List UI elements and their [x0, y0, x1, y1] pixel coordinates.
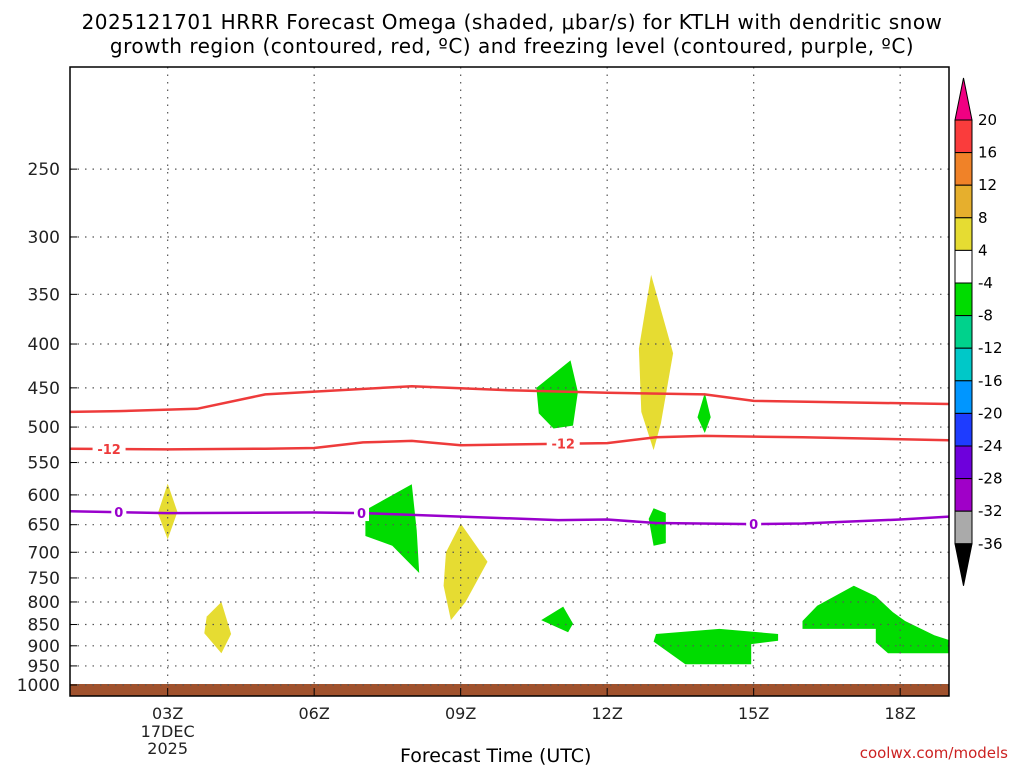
y-tick-label: 750	[28, 569, 60, 589]
contour-label: -12	[97, 443, 121, 458]
y-tick-label: 500	[28, 418, 60, 438]
colorbar-cell	[954, 478, 973, 512]
colorbar-cell	[954, 249, 973, 284]
y-tick-label: 450	[28, 379, 60, 399]
colorbar-cell	[954, 510, 973, 545]
omega-area-9	[541, 606, 573, 633]
x-tick-label: 06Z	[299, 704, 330, 723]
contour-dgz-bottom	[70, 434, 949, 451]
y-tick-label: 550	[28, 454, 60, 474]
contour-label-bg	[111, 504, 127, 521]
contour-label: -12	[551, 438, 575, 453]
y-tick-label: 1000	[17, 676, 60, 696]
colorbar-label: 12	[978, 176, 997, 194]
colorbar-cell	[954, 315, 973, 349]
omega-area-6	[697, 392, 711, 433]
ground-surface	[70, 684, 949, 696]
colorbar-label: 20	[978, 111, 997, 129]
y-tick-label: 350	[28, 285, 60, 305]
omega-shading	[157, 274, 949, 665]
omega-area-4	[638, 274, 674, 451]
colorbar: 20 16 12 8 4 -4 -8 -12 -16 -20 -24 -28 -32 -36	[954, 77, 1003, 586]
colorbar-cell	[954, 152, 973, 186]
omega-area-10	[653, 628, 779, 665]
contour-lines: -12 -12 0 0 0	[70, 384, 949, 533]
colorbar-label: -28	[978, 470, 1003, 488]
omega-area-3	[443, 523, 488, 621]
y-axis: 2503003504004505005506006507007508008509…	[17, 160, 77, 696]
omega-area-11	[802, 585, 949, 654]
contour-label: 0	[114, 506, 123, 521]
x-tick-label: 18Z	[885, 704, 916, 723]
y-tick-label: 950	[28, 657, 60, 677]
colorbar-cell	[954, 184, 973, 219]
contour-label-bg	[746, 516, 762, 533]
colorbar-label: 4	[978, 241, 988, 259]
colorbar-label: -24	[978, 437, 1003, 455]
y-tick-label: 650	[28, 516, 60, 536]
y-tick-label: 400	[28, 335, 60, 355]
y-tick-label: 900	[28, 637, 60, 657]
colorbar-cell	[954, 282, 973, 317]
omega-area-5	[536, 360, 578, 429]
colorbar-cell	[954, 347, 973, 382]
colorbar-label: -4	[978, 274, 993, 292]
contour-label: 0	[749, 518, 758, 533]
colorbar-top-arrow	[954, 77, 973, 121]
omega-area-8	[648, 508, 666, 546]
colorbar-cell	[954, 445, 973, 480]
x-tick-label: 12Z	[592, 704, 623, 723]
y-tick-label: 850	[28, 616, 60, 636]
colorbar-bottom-arrow	[954, 543, 973, 586]
colorbar-cell	[954, 217, 973, 251]
colorbar-label: -12	[978, 339, 1003, 357]
y-tick-label: 600	[28, 486, 60, 506]
omega-area-1	[157, 483, 178, 540]
x-axis-title: Forecast Time (UTC)	[400, 745, 592, 767]
contour-label-bg	[546, 435, 580, 452]
x-tick-label: 09Z	[445, 704, 476, 723]
colorbar-label: -8	[978, 307, 993, 325]
contour-label-bg	[92, 441, 126, 458]
colorbar-label: 8	[978, 209, 988, 227]
contour-dgz-top	[70, 384, 949, 414]
contour-freezing-level	[70, 510, 949, 526]
colorbar-cell	[954, 380, 973, 414]
y-tick-label: 800	[28, 593, 60, 613]
contour-label: 0	[357, 507, 366, 522]
colorbar-label: -36	[978, 535, 1003, 553]
y-tick-label: 700	[28, 543, 60, 563]
omega-area-2	[204, 602, 232, 654]
colorbar-cell	[954, 412, 973, 447]
colorbar-cell	[954, 119, 973, 154]
plot-frame	[69, 66, 950, 697]
y-tick-label: 300	[28, 228, 60, 248]
chart-title-line-2: growth region (contoured, red, ºC) and f…	[109, 34, 915, 58]
gridlines	[70, 67, 949, 696]
colorbar-label: -16	[978, 372, 1003, 390]
contour-label-bg	[354, 505, 370, 522]
x-tick-date: 17DEC	[141, 722, 195, 741]
x-tick-year: 2025	[147, 739, 188, 758]
y-tick-label: 250	[28, 160, 60, 180]
chart-title-line-1: 2025121701 HRRR Forecast Omega (shaded, …	[81, 10, 943, 34]
x-tick-label: 15Z	[738, 704, 769, 723]
omega-area-7	[365, 484, 420, 573]
x-tick-label: 03Z	[152, 704, 183, 723]
credit-link[interactable]: coolwx.com/models	[859, 744, 1008, 762]
colorbar-label: -20	[978, 404, 1003, 422]
colorbar-label: 16	[978, 144, 997, 162]
colorbar-label: -32	[978, 502, 1003, 520]
